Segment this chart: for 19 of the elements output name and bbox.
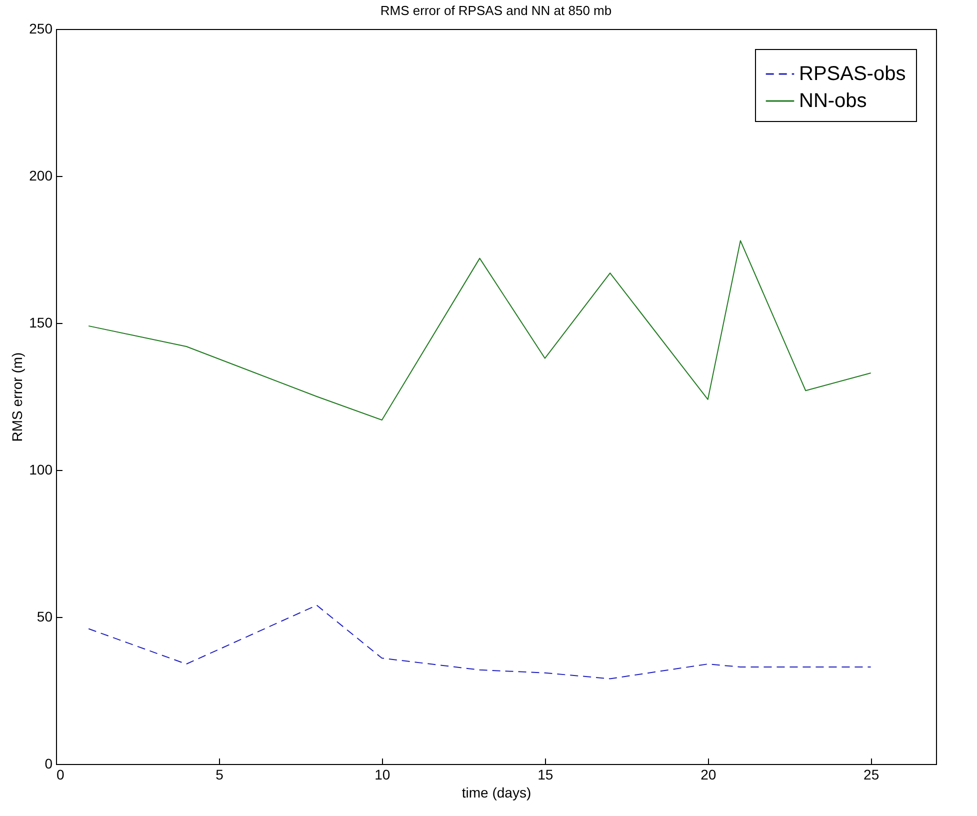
chart-title: RMS error of RPSAS and NN at 850 mb [380, 3, 612, 18]
x-tick-label: 5 [216, 766, 224, 782]
x-tick-label: 25 [864, 766, 880, 782]
line-series [88, 604, 872, 680]
y-tick-label: 100 [29, 462, 53, 478]
line-series [88, 240, 872, 421]
y-axis-title: RMS error (m) [9, 352, 26, 442]
y-tick-label: 250 [29, 20, 53, 36]
y-tick-label: 50 [36, 608, 53, 624]
x-axis-title: time (days) [462, 784, 532, 800]
x-tick-label: 15 [538, 766, 554, 782]
x-tick-label: 10 [374, 766, 390, 782]
y-tick-label: 0 [44, 756, 53, 772]
legend-label: RPSAS-obs [799, 63, 906, 85]
x-tick-label: 20 [700, 766, 716, 782]
x-tick-label: 0 [56, 766, 64, 782]
y-tick-label: 150 [29, 314, 53, 330]
legend-label: NN-obs [799, 90, 867, 112]
y-tick-label: 200 [29, 168, 53, 184]
